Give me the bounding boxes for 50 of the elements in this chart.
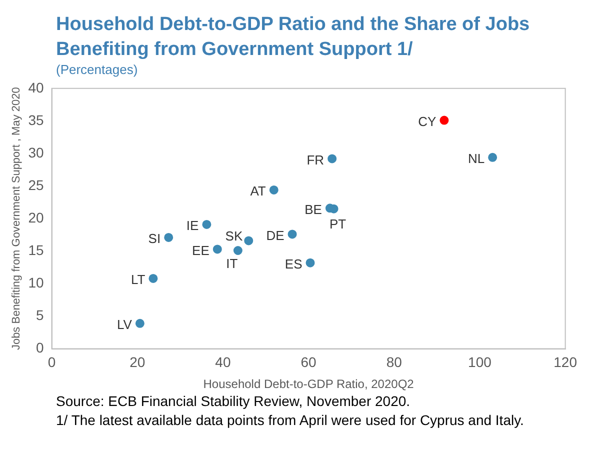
point <box>488 152 498 162</box>
annotation: ES <box>284 256 303 272</box>
x-tick-label: 100 <box>468 354 492 370</box>
chart-subtitle: (Percentages) <box>55 62 139 77</box>
y-tick-label: 30 <box>28 144 44 160</box>
point <box>202 220 212 229</box>
annotation: IE <box>186 218 200 234</box>
annotation: AT <box>250 184 266 199</box>
annotation: CY <box>418 114 437 129</box>
x-axis-title: Household Debt-to-GDP Ratio, 2020Q2 <box>203 377 414 392</box>
y-tick-label: 5 <box>36 307 44 324</box>
x-tick-label: 20 <box>130 354 146 370</box>
annotation: BE <box>304 202 322 217</box>
point <box>440 116 449 125</box>
x-tick-label: 80 <box>386 354 402 370</box>
y-tick-label: 0 <box>36 340 44 356</box>
point <box>269 185 278 194</box>
point <box>212 244 222 254</box>
x-tick-label: 40 <box>215 354 231 370</box>
annotation: EE <box>192 242 210 258</box>
y-axis-title: Jobs Benefiting from Government Support , May 2020 <box>10 87 23 350</box>
point <box>328 154 337 164</box>
x-tick-label: 120 <box>554 354 578 370</box>
point <box>288 230 297 239</box>
point <box>233 246 242 255</box>
y-tick-label: 10 <box>28 274 44 291</box>
text: 1/ The latest available data points from April were used for Cyprus and Italy. <box>56 411 525 430</box>
y-tick-label: 25 <box>28 176 44 193</box>
y-tick-label: 40 <box>28 79 44 96</box>
annotation: SK <box>225 228 243 244</box>
annotation: PT <box>329 216 346 232</box>
annotation: FR <box>306 152 324 168</box>
y-tick-label: 15 <box>28 242 44 258</box>
annotation: LV <box>116 316 132 332</box>
point <box>148 274 158 283</box>
point <box>244 236 254 246</box>
point <box>306 258 315 268</box>
chart-title: Household Debt-to-GDP Ratio and the Share of Jobs Benefiting from Government Support 1/ <box>55 13 531 62</box>
annotation: LT <box>130 272 146 288</box>
x-tick-label: 60 <box>300 354 317 370</box>
source-note: Source: ECB Financial Stability Review, November 2020. <box>56 392 412 411</box>
annotation: SI <box>148 231 161 246</box>
point <box>164 232 174 242</box>
x-tick-label: 0 <box>48 354 56 370</box>
annotation: IT <box>226 256 238 272</box>
annotation: DE <box>266 228 285 243</box>
point <box>135 318 144 328</box>
y-tick-label: 20 <box>28 209 44 226</box>
y-tick-label: 35 <box>28 112 44 128</box>
annotation: NL <box>468 150 485 166</box>
